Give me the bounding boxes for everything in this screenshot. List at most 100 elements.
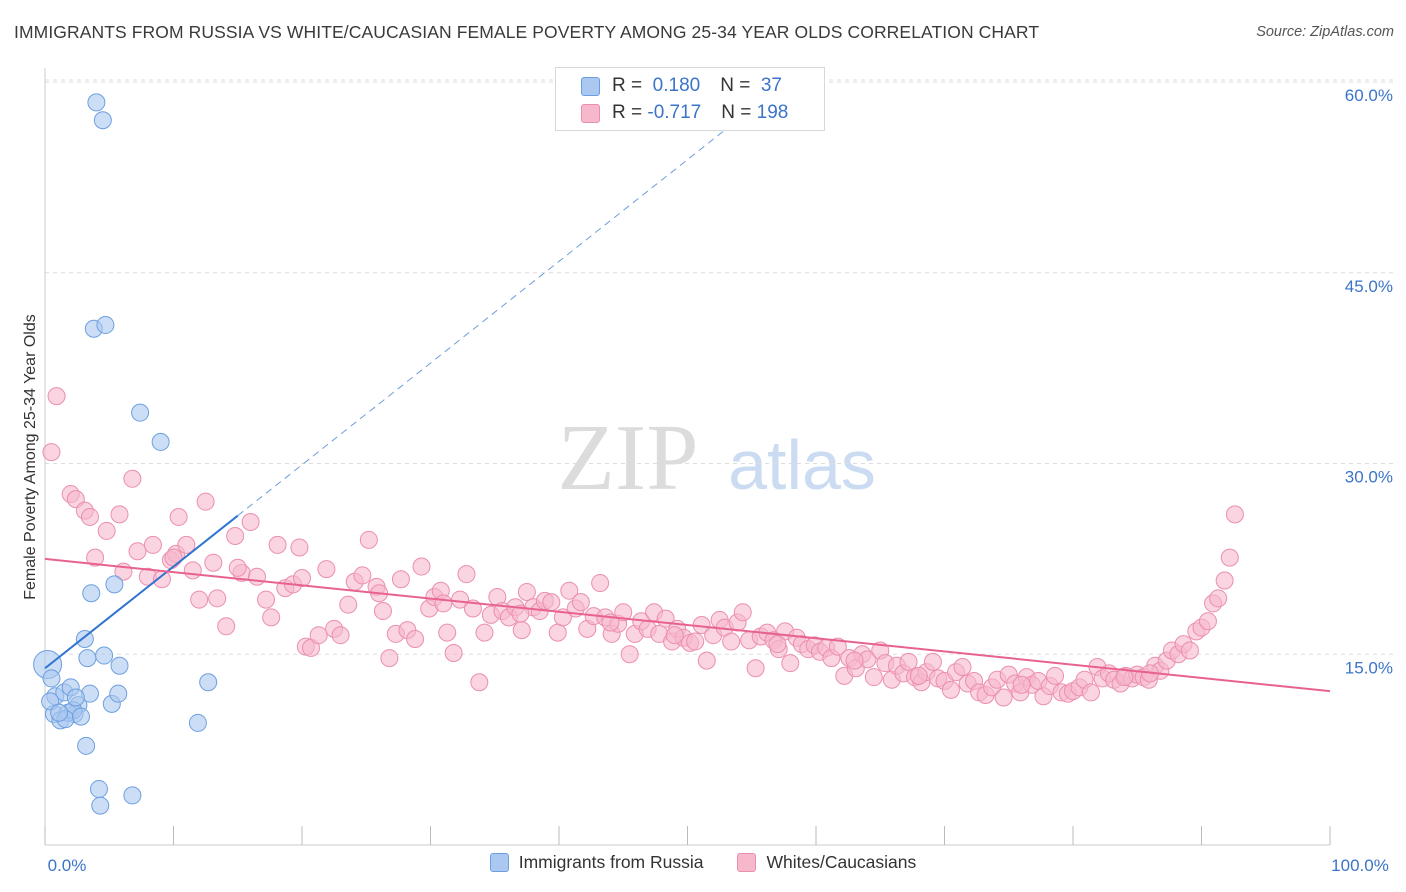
white-caucasian-point (217, 617, 236, 636)
white-caucasian-point (909, 666, 928, 685)
source-label: Source: ZipAtlas.com (1256, 24, 1394, 40)
legend-item-white[interactable]: Whites/Caucasians (737, 852, 916, 873)
white-caucasian-point (47, 387, 66, 406)
white-caucasian-point (548, 623, 567, 642)
white-caucasian-point (571, 593, 590, 612)
russia-point (82, 584, 101, 603)
white-caucasian-point (339, 595, 358, 614)
white-caucasian-point (1215, 571, 1234, 590)
white-caucasian-point (451, 590, 470, 609)
white-caucasian-point (512, 621, 531, 640)
white-caucasian-point (353, 566, 372, 585)
russia-point (188, 713, 207, 732)
y-tick-label: 45.0% (1345, 277, 1393, 296)
russia-point (78, 649, 97, 668)
white-caucasian-point (475, 623, 494, 642)
white-caucasian-point (614, 603, 633, 622)
white-caucasian-point (746, 659, 765, 678)
r-value: -0.717 (647, 102, 702, 123)
white-caucasian-point (412, 557, 431, 576)
white-caucasian-point (97, 521, 116, 540)
russia-point (89, 780, 108, 799)
white-caucasian-point (228, 558, 247, 577)
white-caucasian-point (317, 560, 336, 579)
white-caucasian-point (620, 645, 639, 664)
white-caucasian-point (226, 527, 245, 546)
white-caucasian-point (828, 637, 847, 656)
legend-label-russia: Immigrants from Russia (518, 852, 704, 872)
white-caucasian-point (1209, 589, 1228, 608)
white-caucasian-point (511, 604, 530, 623)
white-caucasian-point (42, 443, 61, 462)
white-caucasian-point (268, 535, 287, 554)
stats-legend: R = 0.180 N = 37 R = -0.717 N = 198 (555, 67, 825, 131)
white-caucasian-point (257, 590, 276, 609)
white-caucasian-point (733, 603, 752, 622)
russia-swatch (581, 76, 600, 96)
white-caucasian-point (359, 530, 378, 549)
white-caucasian-point (241, 513, 260, 532)
white-caucasian-point (406, 630, 425, 649)
white-caucasian-point (262, 608, 281, 627)
russia-point (199, 673, 218, 692)
white-caucasian-point (208, 589, 227, 608)
white-caucasian-point (331, 626, 350, 645)
watermark-zip: ZIP (558, 406, 699, 510)
russia-point (87, 93, 106, 112)
r-label: R = (612, 75, 648, 96)
russia-point (77, 736, 96, 755)
y-tick-label: 30.0% (1345, 468, 1393, 487)
x-tick-label: 100.0% (1331, 856, 1389, 875)
white-caucasian-point (196, 492, 215, 511)
russia-point (42, 669, 61, 688)
russia-point (66, 688, 85, 707)
y-tick-label: 60.0% (1345, 86, 1393, 105)
russia-point (91, 796, 110, 815)
white-caucasian-point (845, 651, 864, 670)
russia-point (75, 630, 94, 649)
russia-point (71, 707, 90, 726)
n-value: 37 (755, 75, 782, 96)
white-caucasian-point (941, 680, 960, 699)
russia-point (123, 786, 142, 805)
white-caucasian-point (391, 570, 410, 589)
white-caucasian-point (309, 626, 328, 645)
white-caucasian-point (293, 568, 311, 587)
x-tick-label: 0.0% (48, 856, 87, 875)
russia-point (109, 684, 128, 703)
white-caucasian-point (457, 565, 476, 584)
white-swatch (581, 103, 600, 123)
russia-point (131, 403, 150, 422)
white-caucasian-point (1046, 666, 1065, 685)
white-caucasian-point (1081, 683, 1100, 702)
r-value: 0.180 (647, 75, 701, 96)
white-caucasian-point (781, 654, 800, 673)
white-caucasian-point (923, 652, 942, 671)
white-caucasian-point (864, 668, 883, 687)
legend-item-russia[interactable]: Immigrants from Russia (489, 852, 704, 873)
white-caucasian-point (1225, 505, 1244, 524)
n-label: N = (721, 102, 757, 123)
n-label: N = (720, 75, 756, 96)
white-caucasian-point (1180, 641, 1199, 660)
russia-point (151, 432, 170, 451)
white-caucasian-point (560, 581, 579, 600)
y-tick-label: 15.0% (1345, 658, 1393, 677)
white-caucasian-point (1012, 675, 1031, 694)
white-caucasian-point (123, 469, 142, 488)
n-value: 198 (756, 102, 789, 123)
white-caucasian-point (373, 602, 392, 621)
r-label: R = (612, 102, 648, 123)
white-caucasian-point (768, 635, 787, 654)
white-caucasian-point (164, 548, 183, 567)
white-caucasian-point (204, 553, 223, 572)
white-caucasian-point (143, 535, 162, 554)
white-caucasian-point (190, 590, 209, 609)
stats-row-white: R = -0.717 N = 198 (581, 101, 788, 125)
white-caucasian-point (665, 626, 684, 645)
russia-point (93, 111, 112, 130)
stats-row-russia: R = 0.180 N = 37 (581, 74, 782, 98)
white-caucasian-trend-line (44, 557, 1331, 693)
white-caucasian-point (444, 643, 463, 662)
